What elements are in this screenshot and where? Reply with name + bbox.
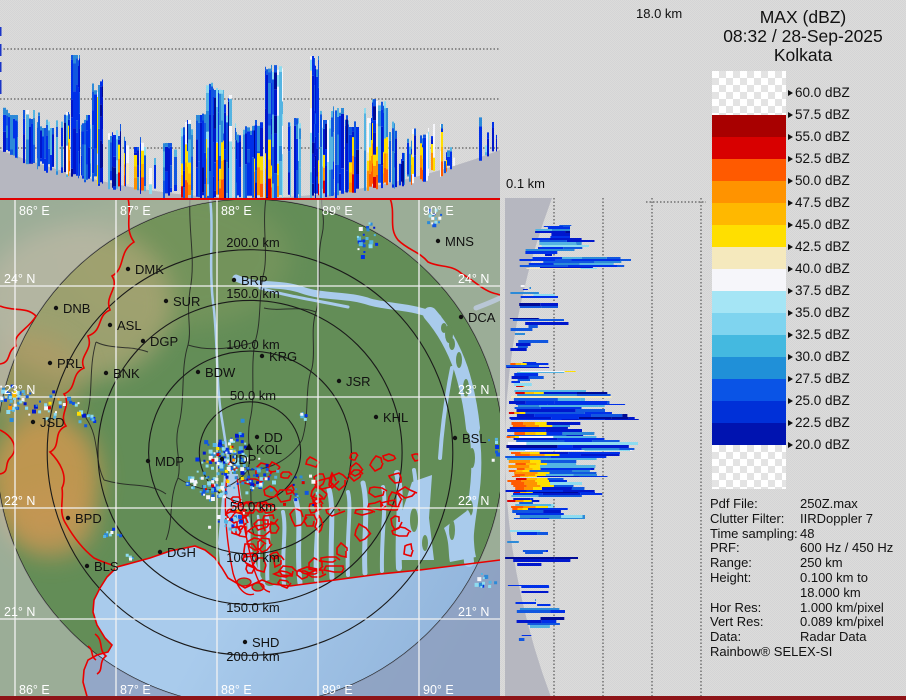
svg-text:87° E: 87° E bbox=[120, 683, 151, 697]
svg-text:BNK: BNK bbox=[113, 366, 140, 381]
svg-text:100.0 km: 100.0 km bbox=[226, 337, 279, 352]
svg-text:DD: DD bbox=[264, 430, 283, 445]
svg-text:86° E: 86° E bbox=[19, 204, 50, 218]
svg-text:88° E: 88° E bbox=[221, 683, 252, 697]
svg-text:PRL: PRL bbox=[57, 356, 82, 371]
svg-text:ASL: ASL bbox=[117, 318, 142, 333]
svg-text:89° E: 89° E bbox=[322, 204, 353, 218]
svg-text:50.0 km: 50.0 km bbox=[230, 388, 276, 403]
svg-text:JSR: JSR bbox=[346, 374, 371, 389]
svg-text:SHD: SHD bbox=[252, 635, 279, 650]
svg-text:UDP: UDP bbox=[229, 452, 256, 467]
svg-text:100.0 km: 100.0 km bbox=[226, 550, 279, 565]
svg-text:89° E: 89° E bbox=[322, 683, 353, 697]
svg-text:22° N: 22° N bbox=[458, 494, 489, 508]
svg-text:SUR: SUR bbox=[173, 294, 200, 309]
svg-text:24° N: 24° N bbox=[4, 272, 35, 286]
svg-text:200.0 km: 200.0 km bbox=[226, 649, 279, 664]
svg-text:BSL: BSL bbox=[462, 431, 487, 446]
svg-text:BLS: BLS bbox=[94, 559, 119, 574]
svg-text:DGP: DGP bbox=[150, 334, 178, 349]
svg-text:150.0 km: 150.0 km bbox=[226, 600, 279, 615]
svg-text:JSD: JSD bbox=[40, 415, 65, 430]
svg-text:22° N: 22° N bbox=[4, 494, 35, 508]
svg-text:23° N: 23° N bbox=[4, 383, 35, 397]
svg-text:21° N: 21° N bbox=[458, 605, 489, 619]
svg-text:BRP: BRP bbox=[241, 273, 268, 288]
svg-text:88° E: 88° E bbox=[221, 204, 252, 218]
svg-text:23° N: 23° N bbox=[458, 383, 489, 397]
svg-text:BDW: BDW bbox=[205, 365, 236, 380]
svg-text:150.0 km: 150.0 km bbox=[226, 286, 279, 301]
svg-text:DCA: DCA bbox=[468, 310, 496, 325]
svg-text:200.0 km: 200.0 km bbox=[226, 235, 279, 250]
svg-text:KRG: KRG bbox=[269, 349, 297, 364]
svg-text:MNS: MNS bbox=[445, 234, 474, 249]
svg-text:90° E: 90° E bbox=[423, 683, 454, 697]
svg-text:DMK: DMK bbox=[135, 262, 164, 277]
svg-text:24° N: 24° N bbox=[458, 272, 489, 286]
svg-text:KHL: KHL bbox=[383, 410, 408, 425]
svg-text:21° N: 21° N bbox=[4, 605, 35, 619]
svg-text:86° E: 86° E bbox=[19, 683, 50, 697]
svg-text:MDP: MDP bbox=[155, 454, 184, 469]
svg-text:50.0 km: 50.0 km bbox=[230, 499, 276, 514]
svg-text:90° E: 90° E bbox=[423, 204, 454, 218]
svg-text:BPD: BPD bbox=[75, 511, 102, 526]
svg-text:DGH: DGH bbox=[167, 545, 196, 560]
svg-text:87° E: 87° E bbox=[120, 204, 151, 218]
svg-text:DNB: DNB bbox=[63, 301, 90, 316]
svg-text:KOL: KOL bbox=[256, 442, 282, 457]
